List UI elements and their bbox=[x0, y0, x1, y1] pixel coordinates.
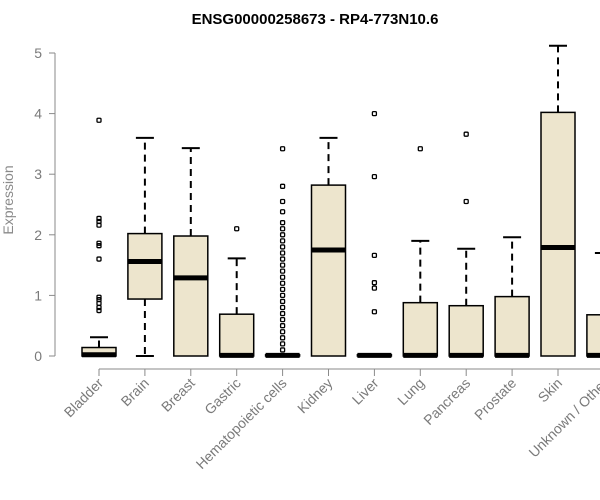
outlier-point bbox=[96, 307, 102, 314]
iqr-box bbox=[540, 111, 576, 357]
outlier-point bbox=[279, 323, 286, 329]
outlier-point bbox=[279, 329, 286, 335]
outlier-point bbox=[279, 226, 286, 232]
outlier-point bbox=[279, 238, 286, 244]
iqr-box bbox=[127, 232, 163, 300]
outlier-point bbox=[279, 146, 286, 152]
outlier-point bbox=[279, 262, 286, 268]
outlier-point bbox=[96, 243, 102, 249]
y-tick-label: 4 bbox=[34, 106, 42, 122]
outlier-point bbox=[279, 198, 286, 205]
chart-title: ENSG00000258673 - RP4-773N10.6 bbox=[192, 11, 439, 28]
outlier-point bbox=[96, 256, 102, 262]
x-tick-label: Prostate bbox=[471, 375, 519, 423]
box-unknown-other bbox=[586, 251, 600, 358]
y-tick-label: 3 bbox=[34, 166, 42, 182]
iqr-box bbox=[310, 184, 347, 357]
outlier-point bbox=[279, 209, 286, 215]
outlier-point bbox=[371, 252, 378, 259]
outlier-point bbox=[279, 298, 286, 305]
boxes-group bbox=[81, 44, 600, 358]
x-tick-label: Breast bbox=[158, 375, 198, 415]
outlier-point bbox=[234, 226, 240, 232]
y-tick-label: 2 bbox=[34, 227, 42, 243]
x-tick-label: Pancreas bbox=[420, 375, 473, 428]
x-tick-label: Skin bbox=[535, 375, 566, 406]
outlier-point bbox=[371, 280, 378, 286]
box-breast bbox=[173, 147, 209, 357]
outlier-point bbox=[279, 341, 286, 347]
outlier-point bbox=[96, 294, 102, 300]
outlier-point bbox=[279, 280, 286, 286]
outlier-point bbox=[96, 215, 102, 222]
iqr-box bbox=[218, 313, 255, 357]
outlier-point bbox=[279, 292, 286, 299]
iqr-box bbox=[586, 314, 600, 357]
outlier-point bbox=[371, 110, 378, 117]
outlier-point bbox=[463, 131, 469, 137]
outlier-point bbox=[279, 183, 286, 189]
y-axis: 0 1 2 3 4 5 bbox=[34, 45, 56, 364]
box-bladder bbox=[81, 117, 117, 358]
iqr-box bbox=[448, 304, 484, 357]
outlier-point bbox=[371, 285, 378, 291]
box-gastric bbox=[218, 226, 255, 358]
box-hematopoietic-cells bbox=[264, 146, 301, 358]
outlier-point bbox=[417, 146, 423, 152]
outlier-point bbox=[279, 232, 286, 238]
y-axis-label: Expression bbox=[0, 165, 16, 234]
outlier-point bbox=[96, 296, 102, 303]
x-tick-label: Gastric bbox=[201, 375, 244, 418]
iqr-box bbox=[173, 235, 209, 357]
y-tick-label: 5 bbox=[34, 45, 42, 61]
x-tick-label: Lung bbox=[394, 375, 427, 408]
outlier-point bbox=[279, 244, 286, 250]
outlier-point bbox=[96, 117, 102, 123]
outlier-point bbox=[96, 240, 102, 246]
iqr-box bbox=[402, 301, 439, 357]
y-tick-label: 1 bbox=[34, 287, 42, 303]
outlier-point bbox=[279, 286, 286, 292]
outlier-point bbox=[279, 347, 286, 353]
outlier-point bbox=[96, 218, 102, 225]
outlier-point bbox=[279, 256, 286, 262]
box-liver bbox=[356, 110, 393, 358]
outlier-point bbox=[279, 220, 286, 226]
outlier-point bbox=[463, 198, 469, 205]
outlier-point bbox=[279, 250, 286, 256]
y-tick-label: 0 bbox=[34, 348, 42, 364]
outlier-point bbox=[279, 310, 286, 317]
outlier-point bbox=[371, 173, 378, 180]
x-tick-label: Kidney bbox=[294, 375, 336, 417]
outlier-point bbox=[96, 304, 102, 311]
outlier-point bbox=[279, 268, 286, 274]
iqr-box bbox=[494, 295, 530, 357]
x-tick-label: Brain bbox=[118, 375, 152, 409]
box-prostate bbox=[494, 236, 530, 358]
box-lung bbox=[402, 146, 439, 358]
outlier-point bbox=[279, 316, 286, 323]
x-tick-label: Bladder bbox=[61, 375, 107, 421]
outlier-point bbox=[279, 335, 286, 341]
outlier-point bbox=[371, 309, 378, 315]
box-brain bbox=[127, 136, 163, 357]
box-kidney bbox=[310, 136, 347, 357]
box-pancreas bbox=[448, 131, 484, 358]
outlier-point bbox=[279, 304, 286, 311]
outlier-point bbox=[279, 274, 286, 280]
x-tick-label: Hematopoietic cells bbox=[193, 375, 290, 472]
x-tick-label: Liver bbox=[349, 375, 382, 408]
box-skin bbox=[540, 44, 576, 357]
